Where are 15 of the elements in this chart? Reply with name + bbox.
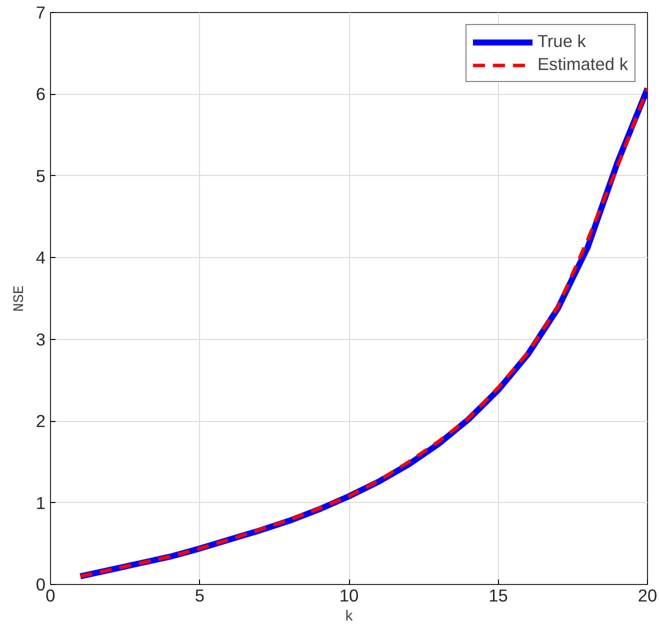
x-tick-label: 10: [339, 586, 359, 606]
y-tick-label: 2: [36, 411, 46, 432]
y-tick-label: 1: [36, 492, 46, 513]
y-tick-label: 4: [36, 248, 46, 268]
x-tick-label: 20: [638, 586, 658, 606]
legend-label: True k: [537, 31, 586, 52]
y-tick-label: 5: [36, 166, 46, 186]
y-tick-label: 3: [36, 329, 46, 350]
x-tick-label: 5: [194, 586, 205, 606]
y-tick-label: 7: [36, 2, 46, 22]
y-tick-label: 6: [36, 84, 46, 104]
x-tick-label: 15: [488, 586, 508, 606]
legend-label: Estimated k: [537, 54, 628, 75]
y-axis-title: NSE: [12, 285, 28, 312]
x-axis-title: k: [344, 610, 354, 626]
